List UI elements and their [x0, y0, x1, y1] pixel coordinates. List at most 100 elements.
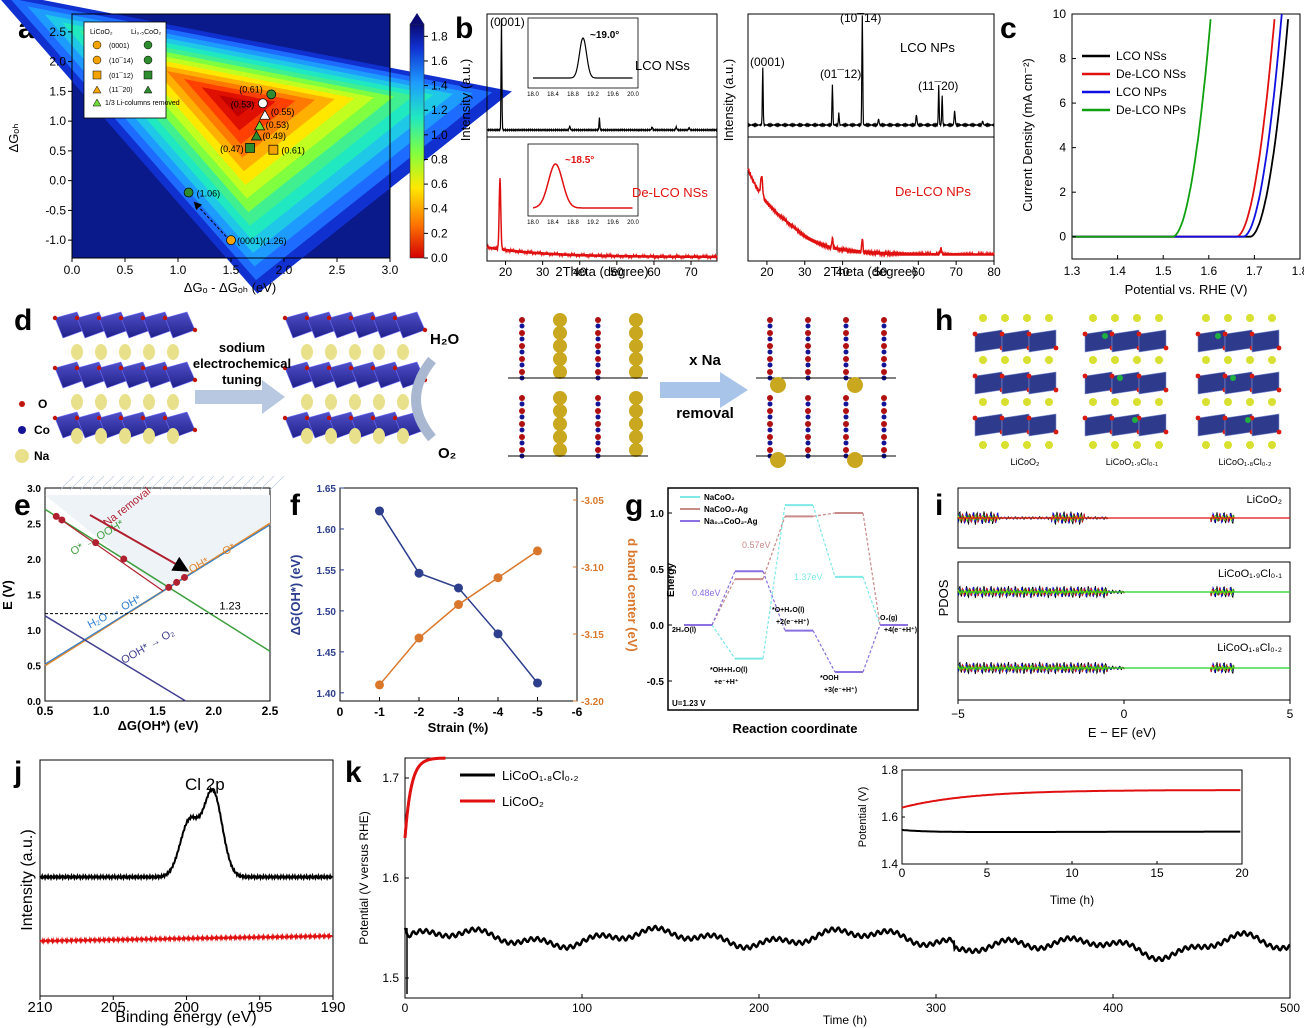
d-slab-o-atom	[767, 421, 773, 427]
d-slab-o-atom	[843, 434, 849, 440]
d-slab-o-atom	[881, 421, 887, 427]
h-cl-atom	[1132, 417, 1138, 423]
d-slab-co-atom	[519, 349, 525, 355]
d-slab-na-atom	[629, 443, 643, 457]
j-x-tick-label: 195	[247, 999, 272, 1016]
d-o-atom	[192, 327, 198, 333]
h-li-atom	[1202, 441, 1210, 449]
b2-x-ticks: 20 30 40 50 60 70 80	[760, 261, 1001, 279]
b1-inset-top	[527, 17, 639, 89]
h-octahedron	[1001, 371, 1030, 395]
f-series-point	[375, 680, 384, 690]
c-x-tick-label: 1.8	[1292, 264, 1304, 278]
d-slab-na-atom	[629, 404, 643, 418]
b1-inset-tick-label: 20.0	[627, 92, 639, 98]
e-hatch-line	[189, 475, 205, 491]
panel-label-f: f	[290, 489, 301, 522]
c-curve-de-lco-nss	[1072, 19, 1276, 238]
h-li-atom	[1111, 398, 1119, 406]
h-octahedron	[1197, 371, 1226, 395]
b1-inset-tick-label: 18.4	[547, 92, 559, 98]
h-o-atom	[1053, 345, 1059, 351]
a-y-tick-label: 0.5	[49, 144, 66, 158]
d-slab-na-atom	[553, 352, 567, 366]
h-li-atom	[979, 356, 987, 364]
i-subpanel-label: LiCoO₁.₈Cl₀.₂	[1217, 642, 1282, 654]
d-o-atom	[74, 365, 80, 371]
c-legend-label: LCO NPs	[1116, 85, 1167, 99]
b1-inset-bottom-curve	[533, 163, 633, 209]
b1-inset-tick-label: 20.0	[627, 220, 639, 226]
g-x-label: Reaction coordinate	[733, 721, 858, 736]
d-octahedron	[394, 311, 426, 339]
e-hatch-line	[59, 475, 75, 491]
a-point-circle	[226, 235, 236, 245]
d-slab-co-atom	[767, 323, 773, 329]
a-x-label: ΔGₒ - ΔGₒₕ (eV)	[184, 280, 276, 295]
b1-x-tick-label: 70	[684, 265, 698, 279]
h-octahedron	[1028, 413, 1057, 437]
d-slab-co-atom	[881, 349, 887, 355]
h-o-atom	[1053, 429, 1059, 435]
g-annotation-048: 0.48eV	[692, 588, 721, 598]
f-y2-tick-label: -3.05	[581, 496, 604, 507]
c-y-tick-label: 10	[1053, 7, 1067, 21]
d-slab-co-atom	[595, 362, 601, 368]
e-hatch-line	[219, 475, 235, 491]
c-y-tick-label: 6	[1059, 96, 1066, 110]
d-slab-na-atom	[770, 377, 786, 393]
h-octahedron	[1028, 329, 1057, 353]
a-point-triangle	[259, 109, 271, 120]
f-x-tick-label: -4	[493, 705, 504, 719]
d-slab-na-atom	[553, 391, 567, 405]
d-na-atom	[373, 394, 385, 410]
e-hatch-line	[169, 475, 185, 491]
d-o-atom	[118, 415, 124, 421]
e-line-ooh-to-o2	[44, 615, 187, 702]
b1-inset-bottom-peak: ~18.5°	[565, 155, 594, 166]
d-o-atom	[140, 365, 146, 371]
d-slab-o-atom	[843, 330, 849, 336]
h-li-atom	[1045, 441, 1053, 449]
d-slab-background	[508, 312, 648, 378]
e-hatch-line	[89, 475, 105, 491]
colorbar-arrow	[410, 13, 424, 24]
d-slab-co-atom	[843, 336, 849, 342]
d-o-atom	[370, 365, 376, 371]
h-li-atom	[1001, 356, 1009, 364]
d-slab-co-atom	[805, 349, 811, 355]
d-slab-co-atom	[767, 362, 773, 368]
h-o-atom	[1195, 415, 1201, 421]
d-na-atom	[95, 344, 107, 360]
h-li-atom	[1246, 441, 1254, 449]
f-series-point	[454, 583, 463, 593]
d-slab-na-atom	[553, 339, 567, 353]
h-octahedron	[1224, 329, 1253, 353]
h-o-atom	[1026, 373, 1032, 379]
e-line-label: H₂O → OH*	[86, 593, 144, 631]
h-li-atom	[1001, 441, 1009, 449]
h-o-atom	[1026, 331, 1032, 337]
j-x-label: Binding energy (eV)	[115, 1009, 256, 1026]
d-slab-na-atom	[629, 365, 643, 379]
d-legend-co: Co	[34, 423, 50, 437]
b1-inset-top-curve	[533, 37, 633, 79]
h-li-atom	[1224, 314, 1232, 322]
h-structures	[972, 314, 1282, 449]
g-connector	[812, 504, 836, 578]
a-point-label: (1.06)	[197, 189, 221, 199]
d-slab-na-atom	[553, 430, 567, 444]
e-y-tick-label: 2.0	[27, 555, 41, 566]
e-data-point	[181, 573, 188, 581]
d-slab-na-atom	[629, 326, 643, 340]
panel-c: 1.3 1.4 1.5 1.6 1.7 1.8 0 2 4 6 8 10 Potential vs.…	[1020, 7, 1304, 297]
d-slab-co-atom	[843, 362, 849, 368]
a-legend-row-3: (01¯12)	[109, 72, 133, 80]
a-point-triangle	[250, 130, 263, 141]
k-x-tick-label: 200	[749, 1001, 769, 1015]
g-legend-label: NaCoO₂	[704, 493, 735, 502]
k-series-licoo18cl02	[403, 924, 1291, 963]
h-o-atom	[1082, 373, 1088, 379]
d-na-atom	[325, 394, 337, 410]
